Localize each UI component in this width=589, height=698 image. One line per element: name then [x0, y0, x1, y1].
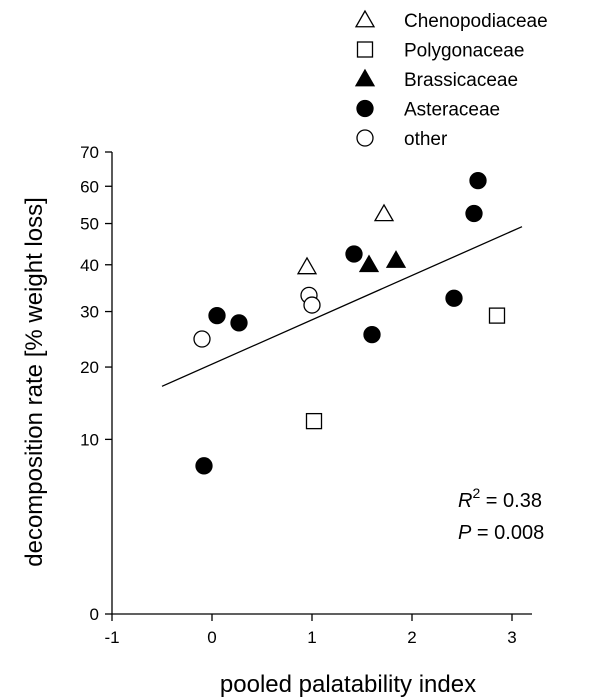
series-chenopodiaceae: [296, 203, 395, 275]
data-point: [195, 457, 213, 475]
y-tick-label: 40: [80, 256, 99, 275]
legend-label: Chenopodiaceae: [404, 11, 548, 32]
x-tick-label: 1: [307, 628, 316, 647]
x-tick-label: -1: [104, 628, 119, 647]
series-asteraceae: [195, 171, 487, 475]
legend-marker: [356, 41, 374, 58]
p-symbol: P: [458, 522, 472, 544]
data-point: [345, 245, 363, 263]
legend-marker: [356, 99, 374, 118]
y-tick-label: 10: [80, 430, 99, 449]
y-tick-label: 50: [80, 215, 99, 234]
data-point: [373, 203, 395, 222]
data-point: [208, 306, 226, 325]
y-axis-title: decomposition rate [% weight loss]: [21, 197, 48, 567]
regression-line: [161, 226, 523, 387]
data-point: [296, 256, 318, 275]
r-squared-value: = 0.38: [480, 490, 542, 512]
y-axis: 0 10 20 30 40 50 60 70: [80, 143, 113, 624]
data-point: [230, 314, 248, 332]
data-point: [363, 325, 381, 344]
y-tick-label: 30: [80, 303, 99, 322]
r-squared-symbol: R: [458, 490, 472, 512]
legend-marker: [354, 68, 376, 87]
p-value-annotation: P = 0.008: [458, 522, 544, 544]
legend-label: Brassicaceae: [404, 70, 518, 91]
data-point: [303, 296, 321, 314]
legend-label: other: [404, 129, 448, 150]
y-tick-label: 0: [90, 605, 99, 624]
legend-label: Asteraceae: [404, 100, 500, 121]
data-point: [465, 204, 483, 223]
legend-label: Polygonaceae: [404, 41, 524, 62]
series-polygonaceae: [305, 307, 506, 430]
y-tick-label: 70: [80, 143, 99, 162]
legend: Chenopodiaceae Polygonaceae Brassicaceae As…: [354, 9, 548, 150]
data-point: [469, 171, 487, 190]
legend-marker: [354, 9, 376, 28]
x-tick-label: 0: [207, 628, 216, 647]
series-brassicaceae: [358, 250, 407, 273]
x-axis-title: pooled palatability index: [220, 671, 476, 698]
x-tick-label: 2: [407, 628, 416, 647]
data-point: [445, 289, 463, 307]
x-axis: -1 0 1 2 3: [104, 613, 532, 647]
legend-marker: [356, 129, 374, 147]
data-point: [488, 307, 506, 324]
data-point: [385, 250, 407, 268]
y-tick-label: 60: [80, 177, 99, 196]
regression-line-group: [161, 226, 523, 387]
y-tick-label: 20: [80, 358, 99, 377]
data-point: [358, 254, 380, 273]
p-value: = 0.008: [471, 522, 544, 544]
x-tick-label: 3: [507, 628, 516, 647]
series-other: [193, 286, 321, 348]
r-squared-superscript: 2: [472, 485, 480, 501]
data-point: [193, 330, 211, 348]
data-points: [193, 171, 506, 475]
data-point: [305, 412, 323, 430]
r-squared-annotation: R2 = 0.38: [458, 485, 542, 512]
